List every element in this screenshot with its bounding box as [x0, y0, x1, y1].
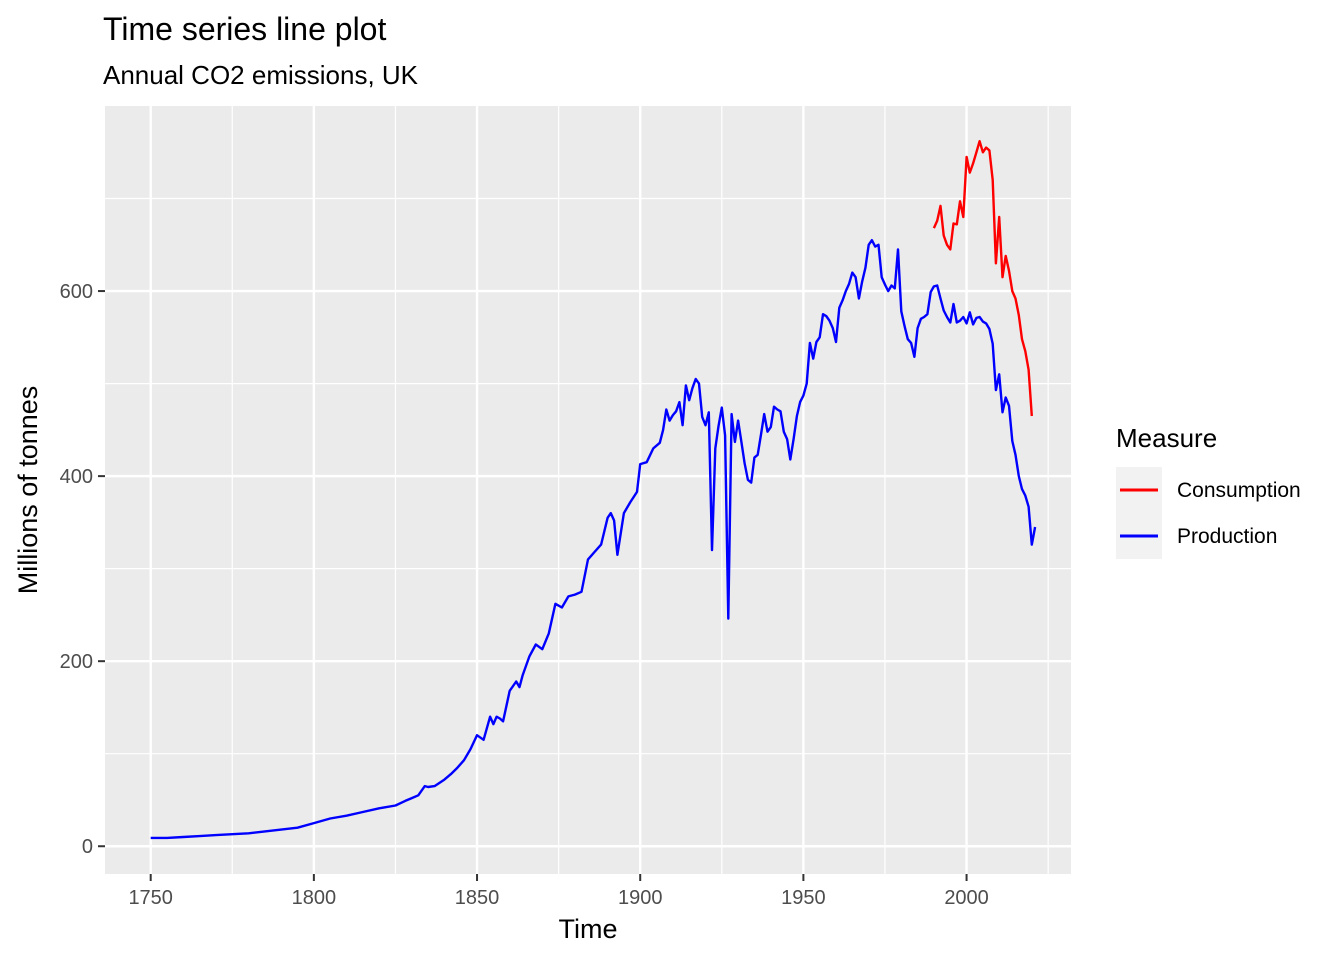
x-tick-label: 1850: [455, 887, 500, 909]
chart-title: Time series line plot: [103, 11, 386, 47]
y-tick-label: 200: [60, 651, 93, 673]
x-axis-title: Time: [559, 914, 618, 944]
x-tick-label: 1950: [781, 887, 826, 909]
legend: Measure Consumption Production: [1116, 423, 1301, 559]
minor-gridlines: [105, 106, 1071, 874]
x-axis-ticks: 1750 1800 1850 1900 1950 2000: [128, 874, 989, 909]
x-tick-label: 1750: [128, 887, 173, 909]
series-lines: [150, 139, 1037, 840]
legend-label-production: Production: [1177, 525, 1277, 548]
series-line-consumption: [932, 139, 1033, 417]
y-axis-ticks: 0 200 400 600: [60, 281, 105, 858]
chart-subtitle: Annual CO2 emissions, UK: [103, 60, 419, 90]
x-tick-label: 1800: [292, 887, 337, 909]
legend-title: Measure: [1116, 423, 1217, 453]
x-tick-label: 1900: [618, 887, 663, 909]
legend-label-consumption: Consumption: [1177, 479, 1301, 502]
y-tick-label: 600: [60, 281, 93, 303]
y-axis-title: Millions of tonnes: [13, 386, 43, 595]
x-tick-label: 2000: [944, 887, 989, 909]
plot-panel: [105, 106, 1071, 874]
series-line-production: [150, 238, 1037, 840]
y-tick-label: 400: [60, 466, 93, 488]
y-tick-label: 0: [82, 836, 93, 858]
major-gridlines: [105, 106, 1071, 874]
